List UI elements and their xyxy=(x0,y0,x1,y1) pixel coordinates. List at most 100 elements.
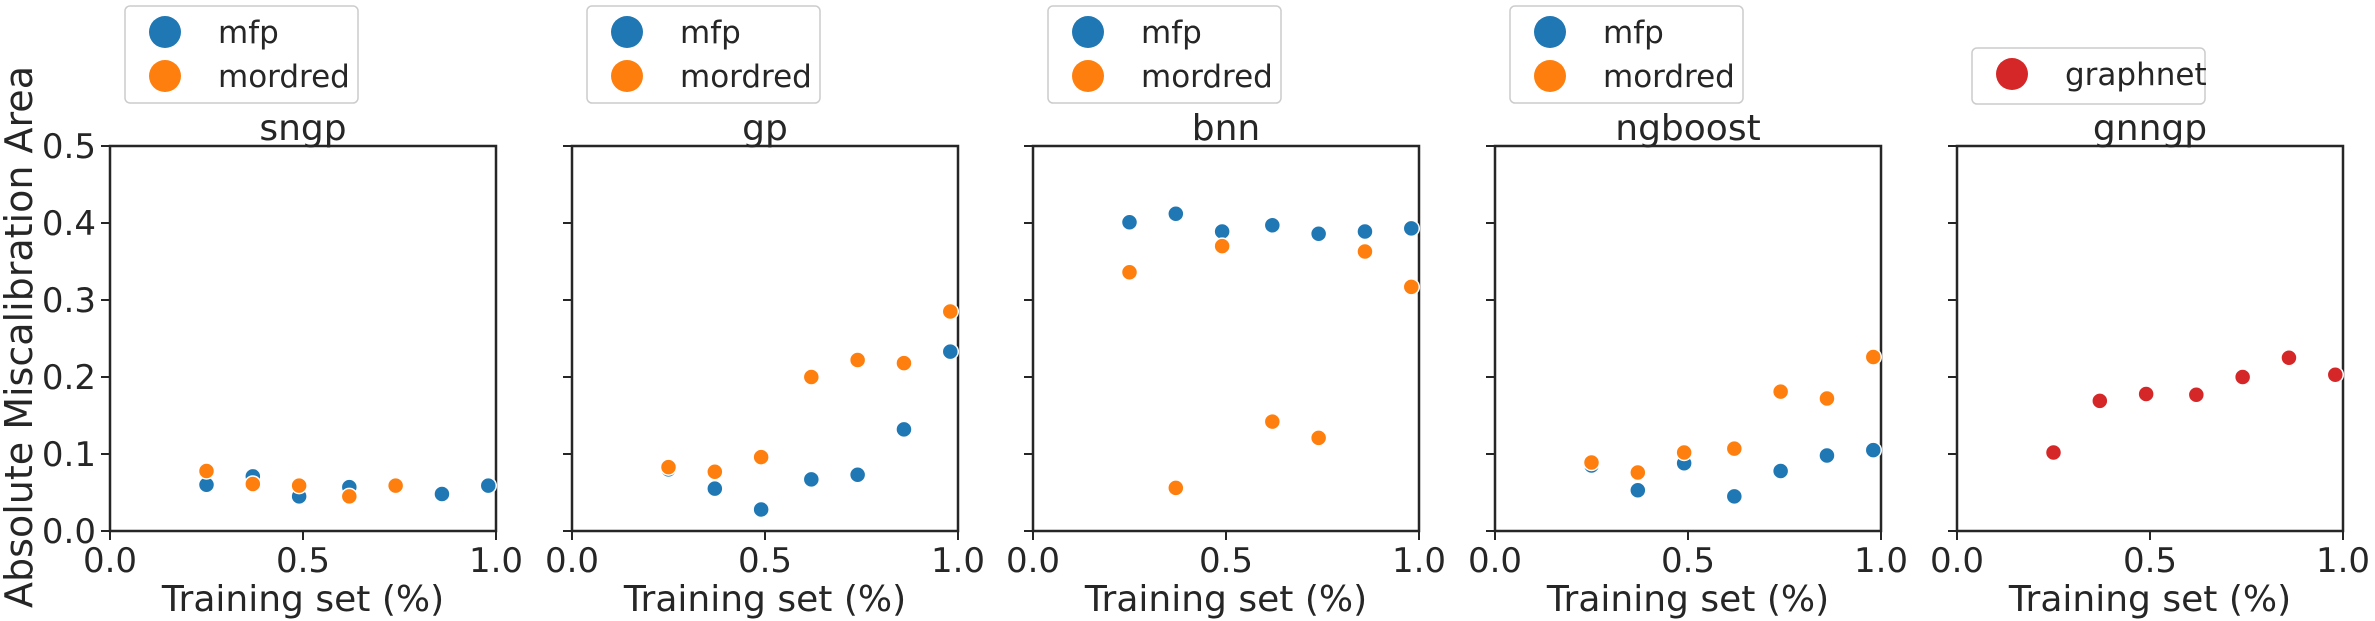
point-mordred xyxy=(1675,443,1693,462)
x-tick-label: 1.0 xyxy=(1392,541,1446,581)
plot-frame xyxy=(1493,144,1883,533)
point-mfp xyxy=(1263,216,1282,235)
point-mordred xyxy=(802,368,821,386)
point-mordred xyxy=(1818,389,1836,408)
point-mordred xyxy=(1725,439,1744,458)
x-tick-label: 0.5 xyxy=(276,541,330,581)
point-mordred xyxy=(386,476,405,495)
point-graphnet xyxy=(2091,392,2109,410)
x-tick-label: 1.0 xyxy=(1854,541,1908,581)
x-tick-label: 0.5 xyxy=(738,541,792,581)
point-mfp xyxy=(479,476,498,495)
legend-box xyxy=(586,5,821,104)
y-tick-label: 0.2 xyxy=(42,358,96,398)
panel-title: gnngp xyxy=(2093,108,2207,149)
x-tick-label: 0.0 xyxy=(1930,541,1984,581)
legend-box xyxy=(1047,5,1282,104)
point-mfp xyxy=(433,485,451,503)
legend-marker-mordred xyxy=(1534,60,1566,92)
y-tick-label: 0.3 xyxy=(42,281,96,321)
plot-frame xyxy=(1031,144,1421,533)
panel-title: ngboost xyxy=(1615,108,1760,149)
panel-ngboost: 0.0 0.5 1.0 Training set (%) ngboost mfp mordr… xyxy=(1468,5,1908,620)
legend-marker-mordred xyxy=(149,60,181,92)
point-mordred xyxy=(895,354,913,372)
point-mfp xyxy=(1818,446,1836,465)
x-axis-label: Training set (%) xyxy=(161,579,444,620)
point-mordred xyxy=(1309,429,1328,447)
panel-bnn: 0.0 0.5 1.0 Training set (%) bnn mfp mordred xyxy=(1006,5,1446,620)
point-mfp xyxy=(752,500,770,519)
point-mfp xyxy=(1629,481,1647,499)
x-tick-label: 0.5 xyxy=(1199,541,1253,581)
legend-box xyxy=(124,5,359,104)
legend-label-mfp: mfp xyxy=(1603,15,1664,51)
point-mordred xyxy=(340,487,359,506)
point-graphnet xyxy=(2187,385,2206,404)
y-axis-label: Absolute Miscalibration Area xyxy=(0,66,41,608)
legend-marker-mfp xyxy=(149,16,181,48)
point-mfp xyxy=(941,342,960,361)
panel-gp: 0.0 0.5 1.0 Training set (%) gp mfp mordred xyxy=(545,5,985,620)
plot-frame xyxy=(1955,144,2345,533)
point-mordred xyxy=(1356,242,1374,261)
panel-title: bnn xyxy=(1192,108,1260,149)
point-mordred xyxy=(290,476,308,495)
point-mordred xyxy=(1864,348,1883,366)
legend-label-mfp: mfp xyxy=(1141,15,1202,51)
point-graphnet xyxy=(2280,349,2298,367)
legend-label-mordred: mordred xyxy=(680,59,812,95)
x-axis-label: Training set (%) xyxy=(2008,579,2291,620)
x-tick-label: 0.0 xyxy=(545,541,599,581)
x-axis-label: Training set (%) xyxy=(623,579,906,620)
point-mfp xyxy=(706,479,724,498)
legend-label-mordred: mordred xyxy=(218,59,350,95)
legend-label-mfp: mfp xyxy=(680,15,741,51)
point-mordred xyxy=(1771,382,1790,401)
point-mordred xyxy=(1120,263,1139,282)
point-mordred xyxy=(1629,463,1647,482)
x-tick-label: 0.5 xyxy=(2123,541,2177,581)
x-tick-label: 1.0 xyxy=(469,541,523,581)
y-tick-label: 0.4 xyxy=(42,204,96,244)
legend-label-mfp: mfp xyxy=(218,15,279,51)
point-mfp xyxy=(1120,213,1139,231)
x-tick-label: 0.0 xyxy=(1006,541,1060,581)
point-mfp xyxy=(1167,205,1185,223)
point-mfp xyxy=(1402,219,1421,238)
point-mordred xyxy=(659,458,678,476)
legend-label-graphnet: graphnet xyxy=(2065,57,2207,93)
point-mordred xyxy=(941,302,960,321)
point-mordred xyxy=(706,462,724,481)
x-tick-label: 1.0 xyxy=(931,541,985,581)
point-mordred xyxy=(752,448,770,466)
y-tick-label: 0.0 xyxy=(42,512,96,552)
panel-title: gp xyxy=(742,108,788,149)
plot-frame xyxy=(570,144,960,533)
point-mfp xyxy=(1864,441,1883,459)
x-axis-label: Training set (%) xyxy=(1546,579,1829,620)
point-mordred xyxy=(1402,278,1421,296)
legend-box xyxy=(1509,5,1744,104)
legend-label-mordred: mordred xyxy=(1141,59,1273,95)
x-tick-label: 0.5 xyxy=(1661,541,1715,581)
point-mfp xyxy=(1725,487,1744,506)
point-mfp xyxy=(1771,462,1790,480)
point-mordred xyxy=(1213,237,1231,255)
point-graphnet xyxy=(2137,385,2155,403)
legend-marker-mfp xyxy=(1072,16,1104,48)
y-tick-label: 0.5 xyxy=(42,127,96,167)
x-tick-label: 0.0 xyxy=(1468,541,1522,581)
point-mfp xyxy=(1356,222,1374,241)
point-mordred xyxy=(848,351,867,369)
point-mordred xyxy=(1167,479,1185,497)
x-tick-label: 0.0 xyxy=(83,541,137,581)
x-axis-label: Training set (%) xyxy=(1084,579,1367,620)
point-mordred xyxy=(244,475,262,493)
legend-box xyxy=(1971,47,2206,105)
legend-marker-mordred xyxy=(1072,60,1104,92)
legend-marker-mfp xyxy=(1534,16,1566,48)
legend-label-mordred: mordred xyxy=(1603,59,1735,95)
legend-marker-graphnet xyxy=(1996,58,2028,90)
point-mfp xyxy=(802,470,821,489)
